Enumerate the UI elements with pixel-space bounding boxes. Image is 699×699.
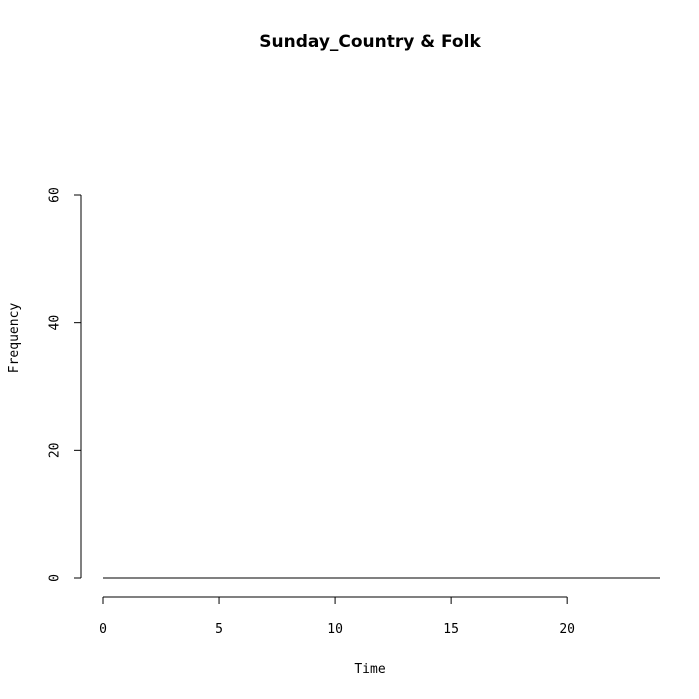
y-tick-label: 20 bbox=[48, 443, 63, 459]
y-tick-label: 0 bbox=[48, 574, 63, 582]
y-tick-label: 40 bbox=[48, 315, 63, 331]
x-tick-label: 0 bbox=[99, 622, 107, 637]
y-axis: 0 20 40 60 bbox=[48, 187, 82, 582]
x-axis: 0 5 10 15 20 bbox=[99, 596, 575, 637]
chart-title: Sunday_Country & Folk bbox=[259, 32, 481, 52]
y-tick-label: 60 bbox=[48, 187, 63, 203]
x-tick-label: 5 bbox=[215, 622, 223, 637]
y-axis-label: Frequency bbox=[7, 303, 22, 374]
x-axis-label: Time bbox=[354, 662, 385, 677]
x-tick-label: 20 bbox=[559, 622, 575, 637]
x-tick-label: 15 bbox=[443, 622, 459, 637]
x-tick-label: 10 bbox=[327, 622, 343, 637]
